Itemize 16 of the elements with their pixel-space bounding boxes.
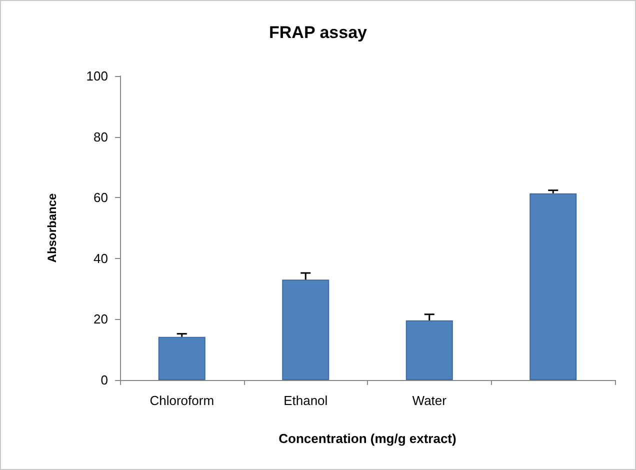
y-tick-label: 20 [94, 312, 108, 327]
bar [530, 193, 577, 380]
x-axis-title: Concentration (mg/g extract) [278, 431, 456, 446]
chart-title: FRAP assay [269, 23, 368, 42]
y-tick-label: 100 [86, 68, 108, 84]
y-tick-label: 80 [94, 129, 108, 144]
bar [282, 280, 330, 380]
y-tick-label: 0 [100, 372, 108, 388]
bar [158, 336, 206, 380]
x-tick-label: Ethanol [284, 393, 328, 408]
x-tick-label: Water [412, 393, 448, 408]
bar [406, 320, 453, 380]
x-tick-label: Chloroform [150, 393, 214, 408]
y-tick-label: 40 [94, 250, 108, 266]
y-axis-title: Absorbance [45, 193, 59, 263]
y-tick-label: 60 [94, 190, 108, 206]
